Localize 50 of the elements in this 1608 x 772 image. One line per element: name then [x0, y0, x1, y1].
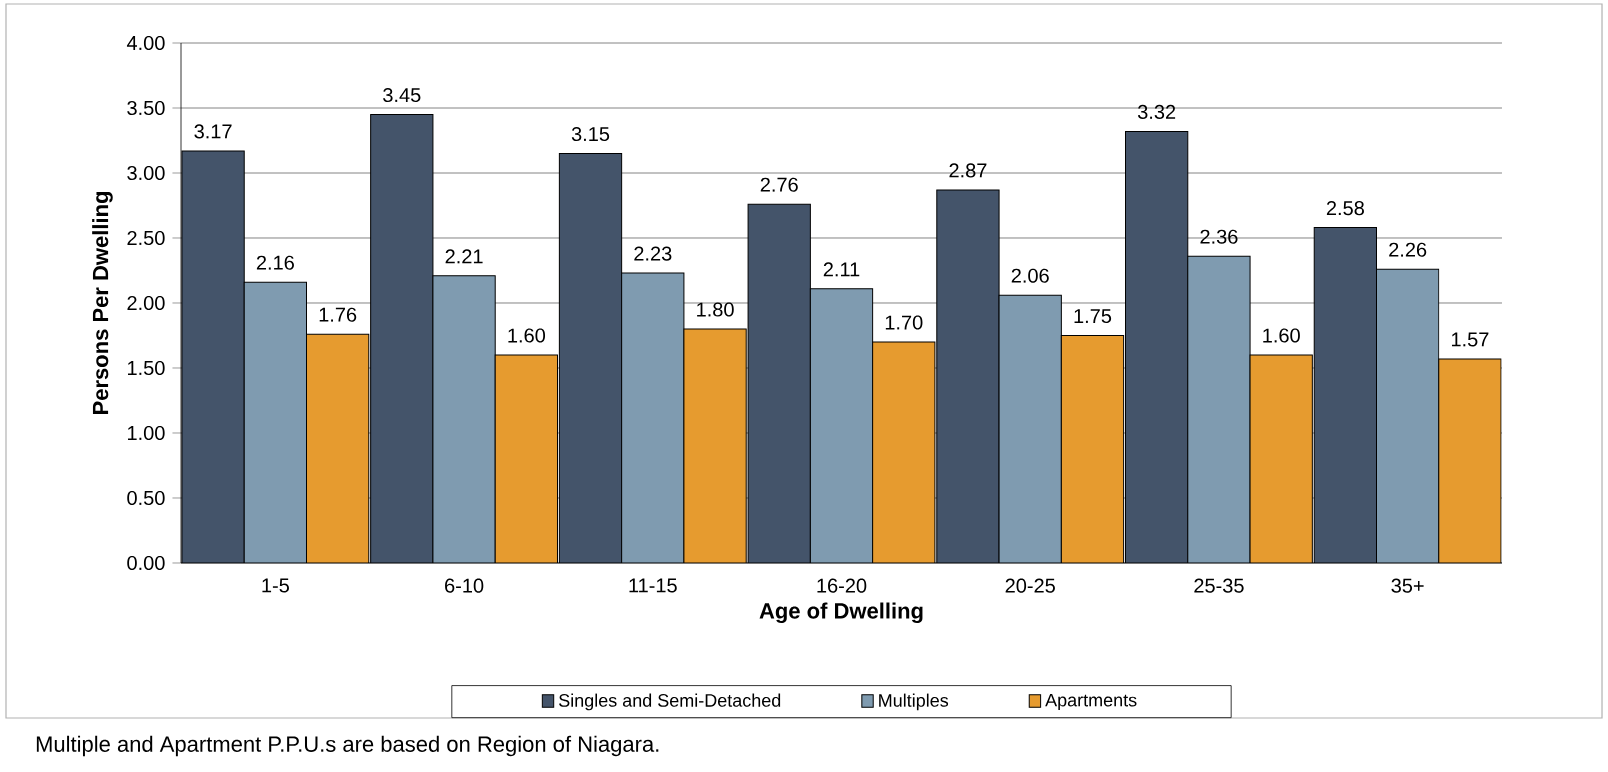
- y-tick-label: 0.50: [127, 490, 165, 506]
- y-tick-label: 1.00: [128, 425, 165, 441]
- x-axis-title: Age of Dwelling: [759, 602, 923, 624]
- data-label: 1.60: [1263, 328, 1300, 343]
- y-tick-label: 0.00: [127, 555, 165, 571]
- y-tick-label: 4.00: [126, 35, 165, 51]
- data-label: 2.76: [760, 177, 798, 192]
- data-label: 3.45: [383, 87, 421, 103]
- y-tick-label: 3.00: [127, 165, 165, 181]
- data-label: 2.21: [445, 249, 483, 264]
- data-label: 1.70: [885, 315, 923, 330]
- data-label: 2.58: [1326, 201, 1364, 216]
- x-tick-label: 16-20: [817, 578, 867, 593]
- data-label: 1.75: [1074, 309, 1112, 324]
- bar: [936, 189, 1000, 563]
- data-label: 1.76: [319, 307, 357, 322]
- legend-label: Singles and Semi-Detached: [559, 693, 781, 711]
- x-tick-label: 35+: [1391, 578, 1424, 593]
- bar: [559, 153, 622, 563]
- data-label: 1.57: [1451, 332, 1489, 347]
- y-tick-label: 2.00: [127, 295, 165, 311]
- data-label: 3.15: [571, 126, 610, 142]
- bar: [748, 204, 811, 563]
- data-label: 1.60: [508, 328, 546, 343]
- text: Multiple and Apartment P.P.U.s are based on Region of Niagara.: [36, 735, 659, 757]
- y-tick-label: 2.50: [127, 230, 165, 246]
- data-label: 2.26: [1389, 242, 1427, 257]
- data-label: 2.87: [949, 163, 987, 178]
- data-label: 2.16: [256, 255, 294, 270]
- y-tick-label: 3.50: [127, 100, 165, 116]
- x-tick-label: 20-25: [1005, 578, 1055, 593]
- bar: [1313, 227, 1377, 563]
- legend-label: Apartments: [1045, 693, 1137, 711]
- data-label: 2.06: [1011, 268, 1049, 283]
- data-label: 2.23: [634, 246, 672, 261]
- x-tick-label: 11-15: [629, 578, 677, 593]
- x-tick-label: 1-5: [262, 578, 289, 593]
- data-label: 3.32: [1137, 104, 1176, 119]
- bar: [370, 114, 433, 563]
- bar: [1125, 131, 1188, 563]
- bar: [181, 150, 245, 563]
- y-tick-label: 1.50: [128, 360, 165, 376]
- x-tick-label: 25-35: [1194, 578, 1244, 593]
- data-label: 2.11: [823, 262, 860, 277]
- y-axis-title: Persons Per Dwelling: [92, 192, 113, 415]
- x-tick-label: 6-10: [445, 578, 484, 593]
- data-label: 1.80: [697, 302, 734, 317]
- legend-label: Multiples: [879, 693, 949, 711]
- data-label: 2.36: [1200, 229, 1238, 244]
- data-label: 3.17: [194, 124, 232, 139]
